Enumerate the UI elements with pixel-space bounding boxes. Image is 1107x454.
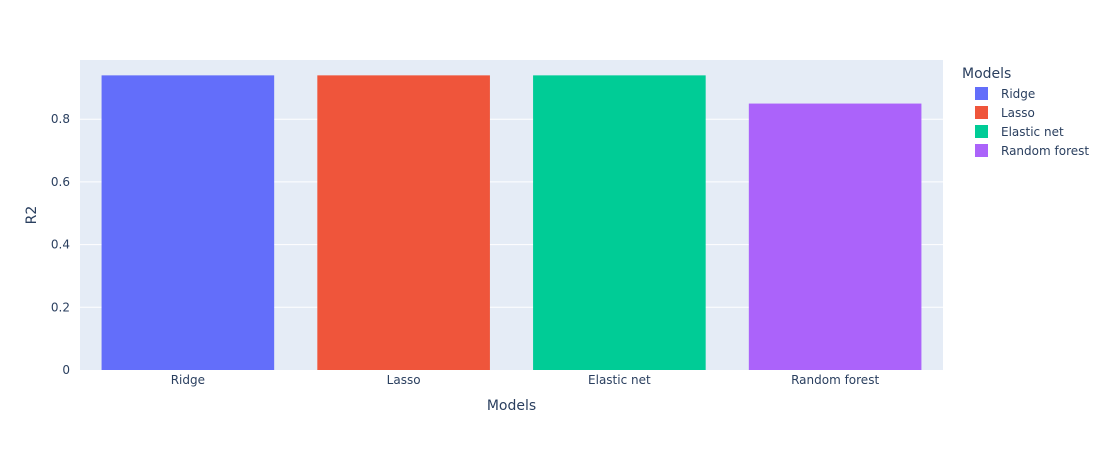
bar-ridge[interactable] (101, 75, 275, 370)
legend-item-elastic-net[interactable]: Elastic net (975, 125, 1064, 139)
legend-swatch (975, 125, 988, 138)
x-axis-title: Models (487, 398, 536, 414)
legend-label: Elastic net (1001, 125, 1064, 139)
y-tick-label: 0.8 (51, 112, 70, 126)
y-axis-ticks: 0 0.2 0.4 0.6 0.8 (51, 112, 70, 377)
bars (101, 75, 922, 370)
y-tick-label: 0.6 (51, 175, 70, 189)
legend-item-lasso[interactable]: Lasso (975, 106, 1035, 120)
bar-random-forest[interactable] (748, 103, 922, 370)
legend-label: Random forest (1001, 144, 1089, 158)
legend-label: Lasso (1001, 106, 1035, 120)
y-tick-label: 0.4 (51, 238, 70, 252)
y-axis-title: R2 (24, 206, 40, 225)
x-axis-ticks: Ridge Lasso Elastic net Random forest (171, 373, 880, 387)
legend-item-ridge[interactable]: Ridge (975, 87, 1035, 101)
y-tick-label: 0 (62, 363, 70, 377)
legend-swatch (975, 87, 988, 100)
legend-swatch (975, 144, 988, 157)
legend[interactable]: Models Ridge Lasso Elastic net Random fores… (962, 66, 1089, 158)
legend-swatch (975, 106, 988, 119)
x-tick-label: Random forest (791, 373, 879, 387)
x-tick-label: Ridge (171, 373, 205, 387)
x-tick-label: Lasso (387, 373, 421, 387)
y-tick-label: 0.2 (51, 300, 70, 314)
legend-label: Ridge (1001, 87, 1035, 101)
bar-lasso[interactable] (317, 75, 490, 370)
legend-title: Models (962, 66, 1011, 82)
bar-elastic-net[interactable] (533, 75, 706, 370)
legend-item-random-forest[interactable]: Random forest (975, 144, 1089, 158)
x-tick-label: Elastic net (588, 373, 651, 387)
